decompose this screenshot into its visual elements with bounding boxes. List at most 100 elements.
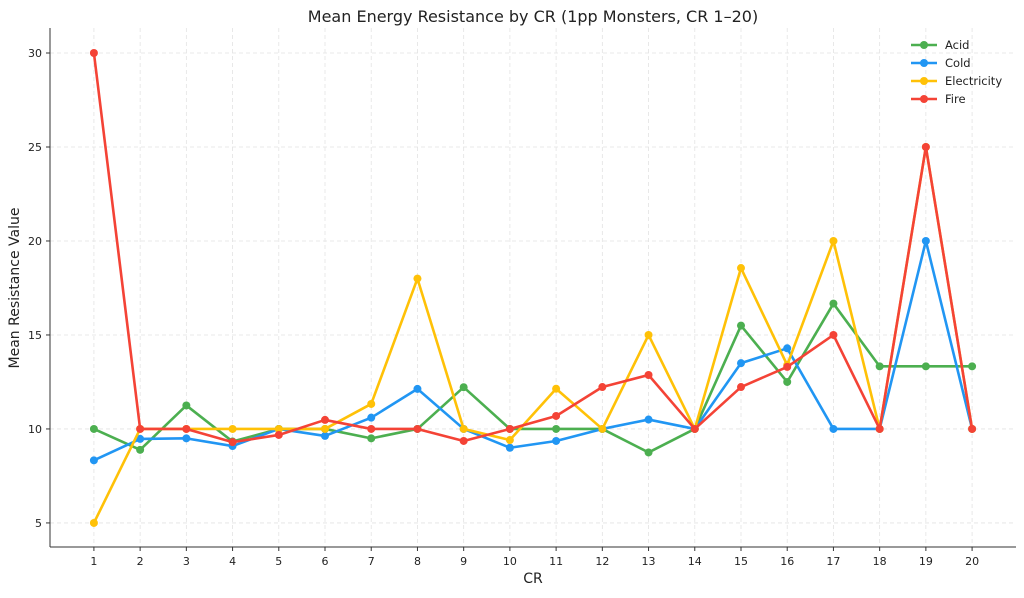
data-point-fire [875,424,884,433]
data-point-fire [783,362,792,371]
data-point-fire [829,330,838,339]
y-tick-label: 25 [28,141,42,154]
x-tick-label: 20 [965,555,979,568]
x-tick-label: 9 [460,555,467,568]
x-tick-label: 16 [780,555,794,568]
data-point-acid [182,401,191,410]
x-tick-label: 14 [688,555,702,568]
data-point-fire [736,383,745,392]
data-point-cold [136,434,145,443]
x-tick-label: 13 [642,555,656,568]
data-point-electricity [228,424,237,433]
data-point-fire [89,49,98,58]
data-point-electricity [598,424,607,433]
data-point-fire [182,424,191,433]
data-point-cold [644,415,653,424]
data-point-acid [367,434,376,443]
data-point-fire [459,436,468,445]
x-tick-label: 11 [549,555,563,568]
data-point-acid [552,424,561,433]
legend-marker-electricity [920,77,928,85]
data-point-cold [736,359,745,368]
data-point-cold [505,443,514,452]
data-point-electricity [736,264,745,273]
data-point-acid [644,448,653,457]
y-tick-label: 20 [28,235,42,248]
data-point-cold [321,431,330,440]
data-point-acid [875,362,884,371]
series-line-acid [93,302,973,454]
data-point-electricity [321,424,330,433]
y-axis-label: Mean Resistance Value [7,208,23,369]
x-tick-label: 1 [90,555,97,568]
data-point-acid [136,445,145,454]
data-point-acid [921,362,930,371]
legend-marker-cold [920,59,928,67]
x-tick-label: 2 [137,555,144,568]
data-point-fire [921,142,930,151]
data-point-electricity [274,424,283,433]
data-point-electricity [459,424,468,433]
series-line-fire [92,52,974,444]
data-point-cold [89,456,98,465]
data-point-fire [598,383,607,392]
data-point-cold [182,434,191,443]
series-line-electricity [92,145,974,524]
y-tick-label: 5 [35,517,42,530]
legend-marker-acid [920,41,928,49]
data-point-fire [274,430,283,439]
y-tick-label: 15 [28,329,42,342]
data-point-electricity [89,518,98,527]
x-tick-label: 19 [919,555,933,568]
data-point-acid [459,383,468,392]
data-point-fire [690,424,699,433]
data-point-fire [136,424,145,433]
data-point-electricity [829,236,838,245]
data-point-electricity [644,330,653,339]
data-point-acid [829,299,838,308]
legend: Acid Cold Electricity Fire [911,38,1002,106]
series-group [89,49,977,527]
legend-label-acid: Acid [945,38,969,52]
chart-title: Mean Energy Resistance by CR (1pp Monste… [308,7,758,26]
data-point-electricity [413,274,422,283]
x-axis-label: CR [523,571,543,587]
data-point-acid [89,424,98,433]
legend-label-cold: Cold [945,56,971,70]
data-point-fire [644,371,653,380]
data-point-acid [783,377,792,386]
x-tick-label: 18 [873,555,887,568]
y-tick-label: 10 [28,423,42,436]
x-tick-label: 4 [229,555,236,568]
data-point-fire [968,424,977,433]
data-point-electricity [505,436,514,445]
legend-label-electricity: Electricity [945,74,1002,88]
data-point-fire [321,415,330,424]
y-tick-label: 30 [28,47,42,60]
axes: 1 2 3 4 5 6 7 8 9 10 11 12 13 14 15 16 17 18 19 20510152025… [28,28,1016,568]
data-point-acid [736,321,745,330]
x-tick-label: 12 [595,555,609,568]
x-tick-label: 3 [183,555,190,568]
data-point-cold [783,344,792,353]
data-point-electricity [367,399,376,408]
data-point-cold [552,436,561,445]
x-tick-label: 7 [368,555,375,568]
data-point-fire [413,424,422,433]
x-tick-label: 8 [414,555,421,568]
x-tick-label: 6 [322,555,329,568]
legend-marker-fire [920,95,928,103]
x-tick-label: 15 [734,555,748,568]
data-point-fire [228,438,237,447]
data-point-cold [367,413,376,422]
legend-label-fire: Fire [945,92,966,106]
data-point-cold [829,424,838,433]
data-point-acid [968,362,977,371]
x-tick-label: 5 [275,555,282,568]
data-point-cold [921,236,930,245]
grid [50,28,1016,547]
data-point-fire [552,411,561,420]
data-point-cold [413,384,422,393]
data-point-electricity [552,384,561,393]
